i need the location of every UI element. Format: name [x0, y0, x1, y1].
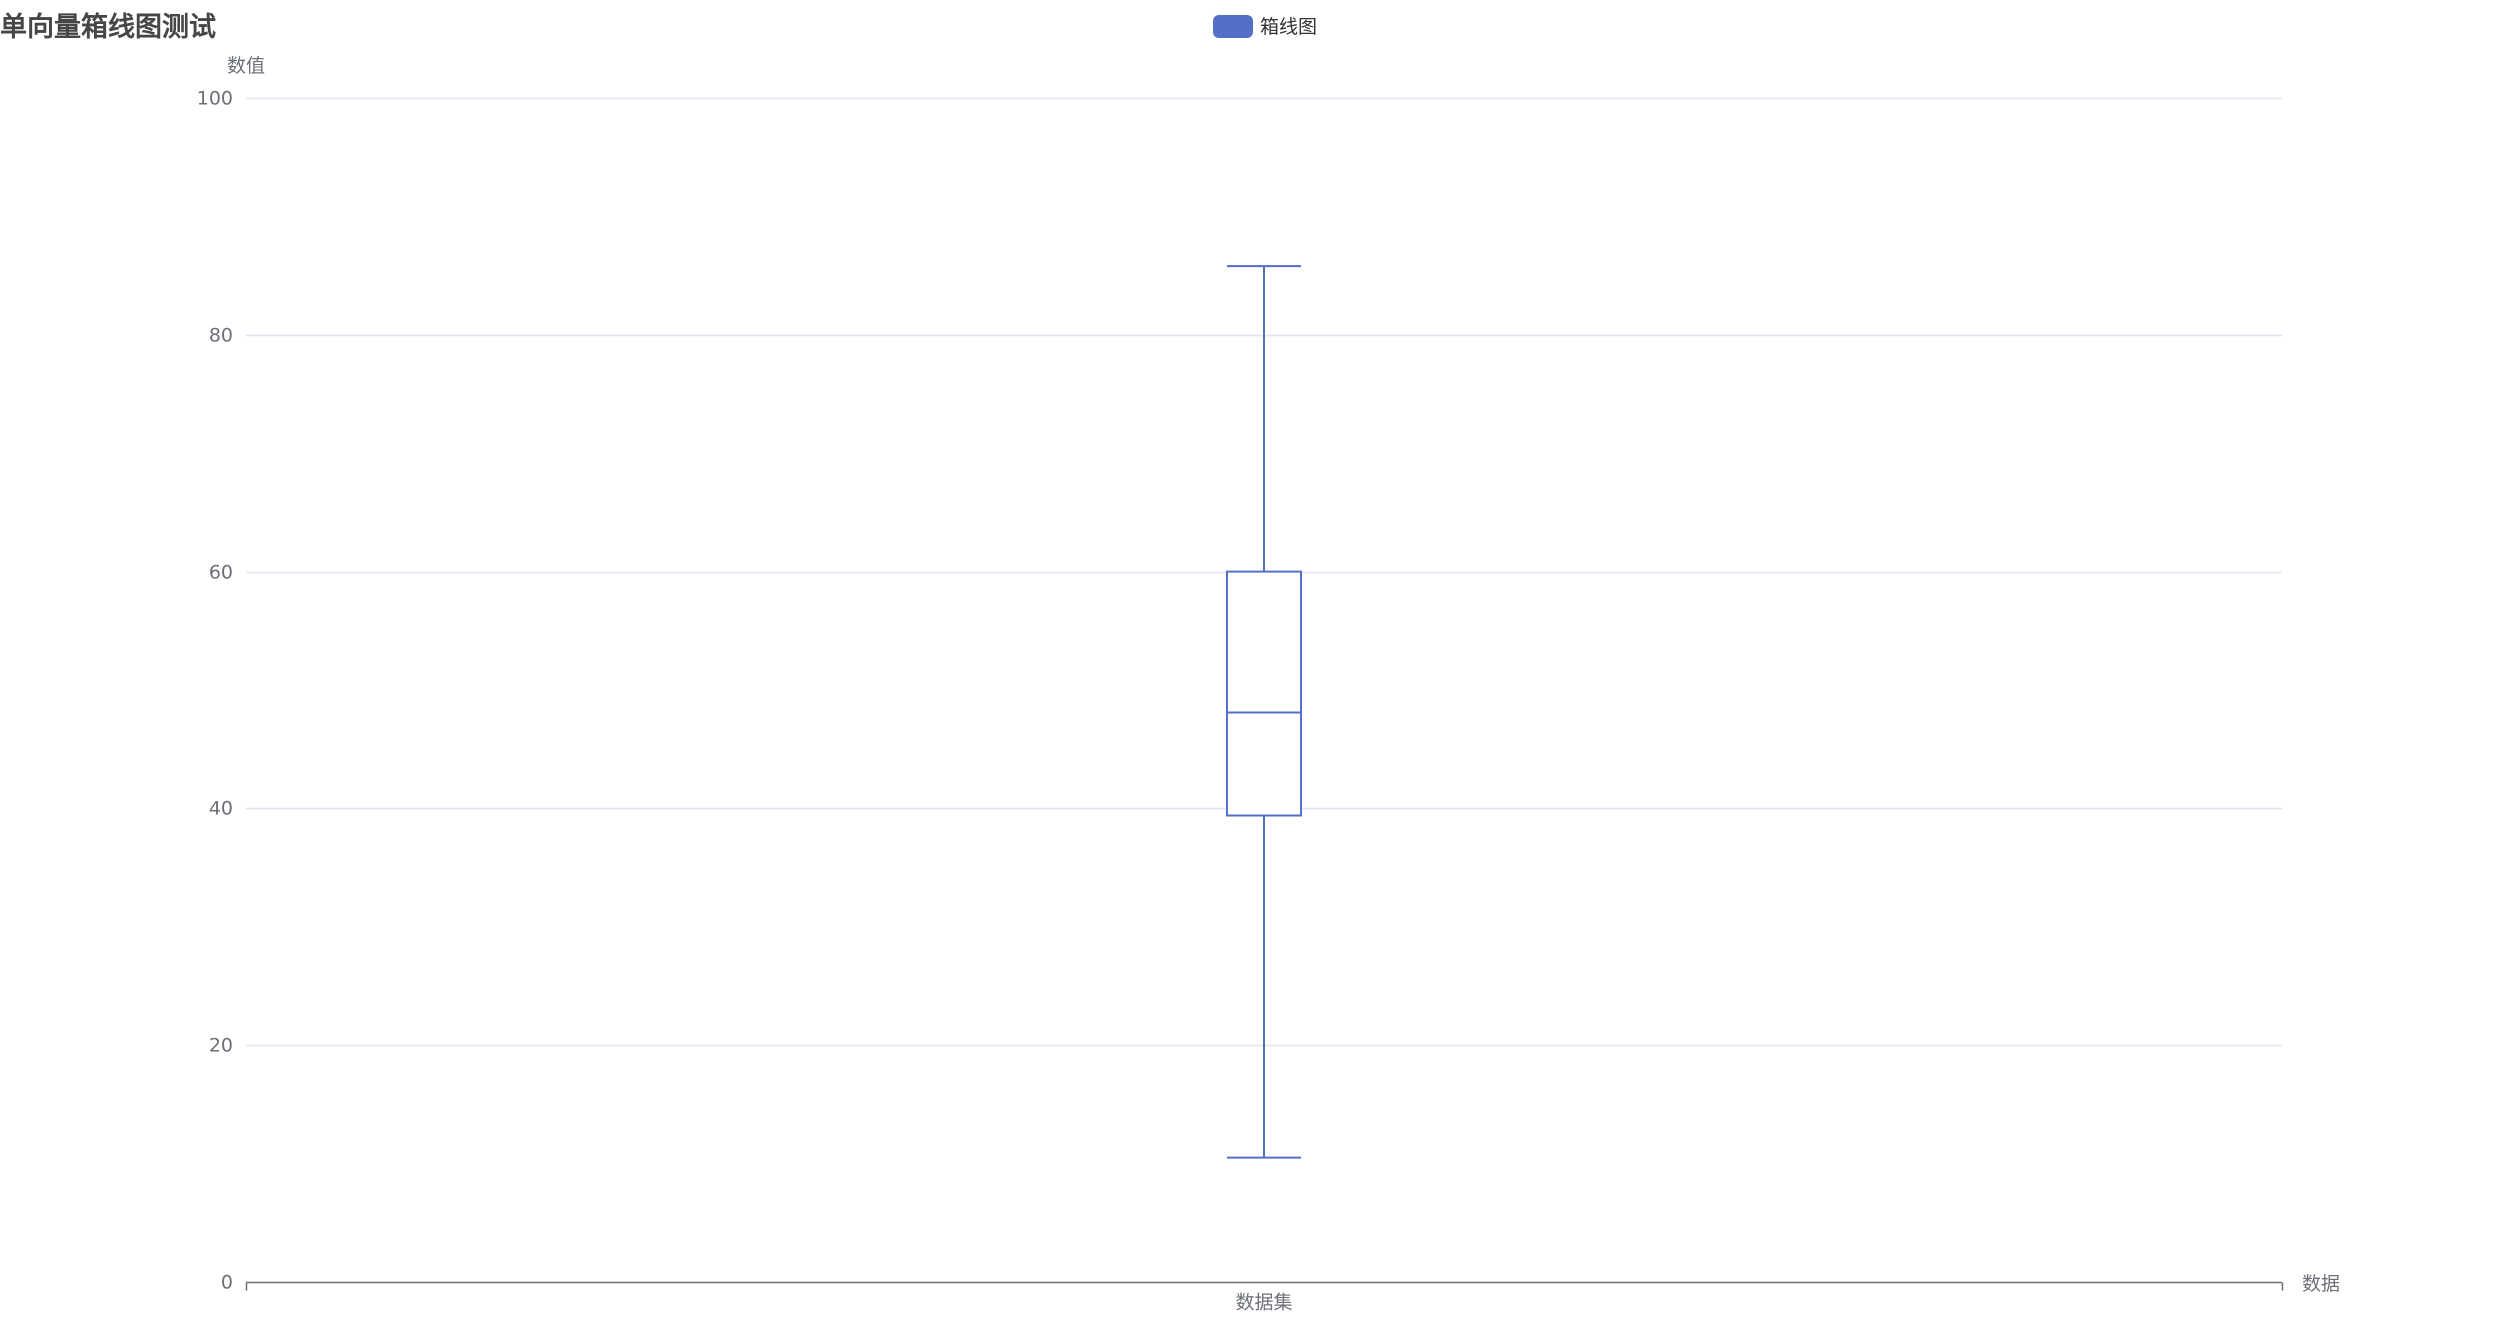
y-tick-label-40: 40 [209, 798, 233, 820]
legend[interactable]: 箱线图 [1213, 15, 1317, 38]
labels: 单向量箱线图测试 数值 数据 [0, 11, 2340, 1295]
x-tick-label-0: 数据集 [1235, 1292, 1292, 1314]
y-tick-label-0: 0 [221, 1272, 233, 1294]
y-tick-label-100: 100 [197, 88, 233, 110]
boxplot-box-0[interactable] [1226, 265, 1302, 1159]
legend-swatch-boxplot[interactable] [1213, 15, 1253, 38]
x-axis-label: 数据 [2302, 1273, 2340, 1295]
axes: 0 20 40 60 80 100 数据集 [197, 88, 2284, 1314]
y-axis-label: 数值 [227, 55, 265, 77]
y-tick-label-20: 20 [209, 1035, 233, 1057]
y-tick-label-60: 60 [209, 562, 233, 584]
box-marks[interactable] [1226, 265, 1302, 1159]
legend-label-boxplot[interactable]: 箱线图 [1260, 16, 1317, 38]
chart-title: 单向量箱线图测试 [0, 11, 216, 43]
iqr-box [1226, 570, 1302, 817]
y-tick-label-80: 80 [209, 325, 233, 347]
